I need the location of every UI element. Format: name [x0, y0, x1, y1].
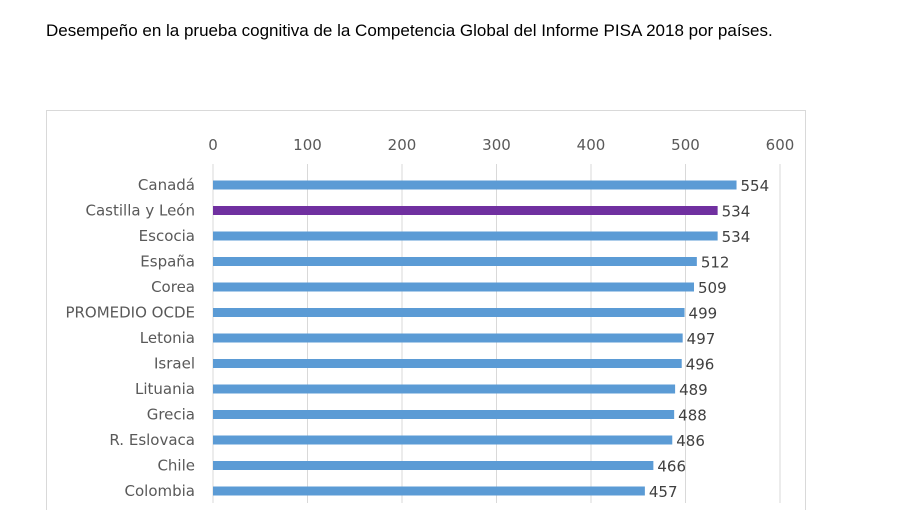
bar-11	[213, 461, 654, 470]
x-tick-label: 600	[766, 136, 795, 154]
data-label: 509	[698, 279, 727, 297]
category-label: Letonia	[140, 329, 195, 347]
bar-12	[213, 486, 645, 496]
category-label: PROMEDIO OCDE	[65, 304, 195, 322]
category-label: Castilla y León	[86, 202, 195, 220]
data-label: 457	[649, 483, 678, 501]
data-label: 488	[678, 407, 707, 425]
category-label: Lituania	[135, 380, 195, 398]
data-label: 466	[657, 458, 686, 476]
data-label: 489	[679, 381, 708, 399]
x-tick-label: 300	[482, 136, 511, 154]
data-label: 534	[722, 228, 751, 246]
bar-4	[213, 282, 695, 292]
data-label: 534	[722, 203, 751, 221]
bar-6	[213, 333, 683, 343]
category-label: Israel	[154, 355, 195, 373]
data-label: 512	[701, 254, 730, 272]
category-label: Canadá	[138, 176, 195, 194]
category-label: Corea	[151, 278, 195, 296]
bar-2	[213, 231, 718, 241]
data-label: 486	[676, 432, 705, 450]
bar-3	[213, 257, 697, 266]
bar-5	[213, 308, 685, 317]
x-tick-label: 200	[388, 136, 417, 154]
bar-10	[213, 435, 673, 445]
category-label: Escocia	[139, 227, 195, 245]
bar-7	[213, 359, 682, 368]
x-tick-label: 100	[293, 136, 322, 154]
x-tick-label: 500	[671, 136, 700, 154]
category-label: Grecia	[147, 406, 195, 424]
bar-8	[213, 384, 676, 394]
category-label: Chile	[157, 457, 195, 475]
category-label: Colombia	[125, 482, 196, 500]
data-label: 554	[741, 177, 770, 195]
bar-1	[213, 206, 718, 215]
data-label: 496	[686, 356, 715, 374]
data-label: 497	[687, 330, 716, 348]
category-label: España	[140, 253, 195, 271]
category-label: R. Eslovaca	[109, 431, 195, 449]
document-title: Desempeño en la prueba cognitiva de la C…	[46, 21, 773, 40]
bar-9	[213, 410, 675, 419]
data-label: 499	[689, 305, 718, 323]
x-tick-label: 0	[208, 136, 218, 154]
chart-frame	[46, 110, 806, 510]
bar-0	[213, 180, 737, 190]
x-tick-label: 400	[577, 136, 606, 154]
